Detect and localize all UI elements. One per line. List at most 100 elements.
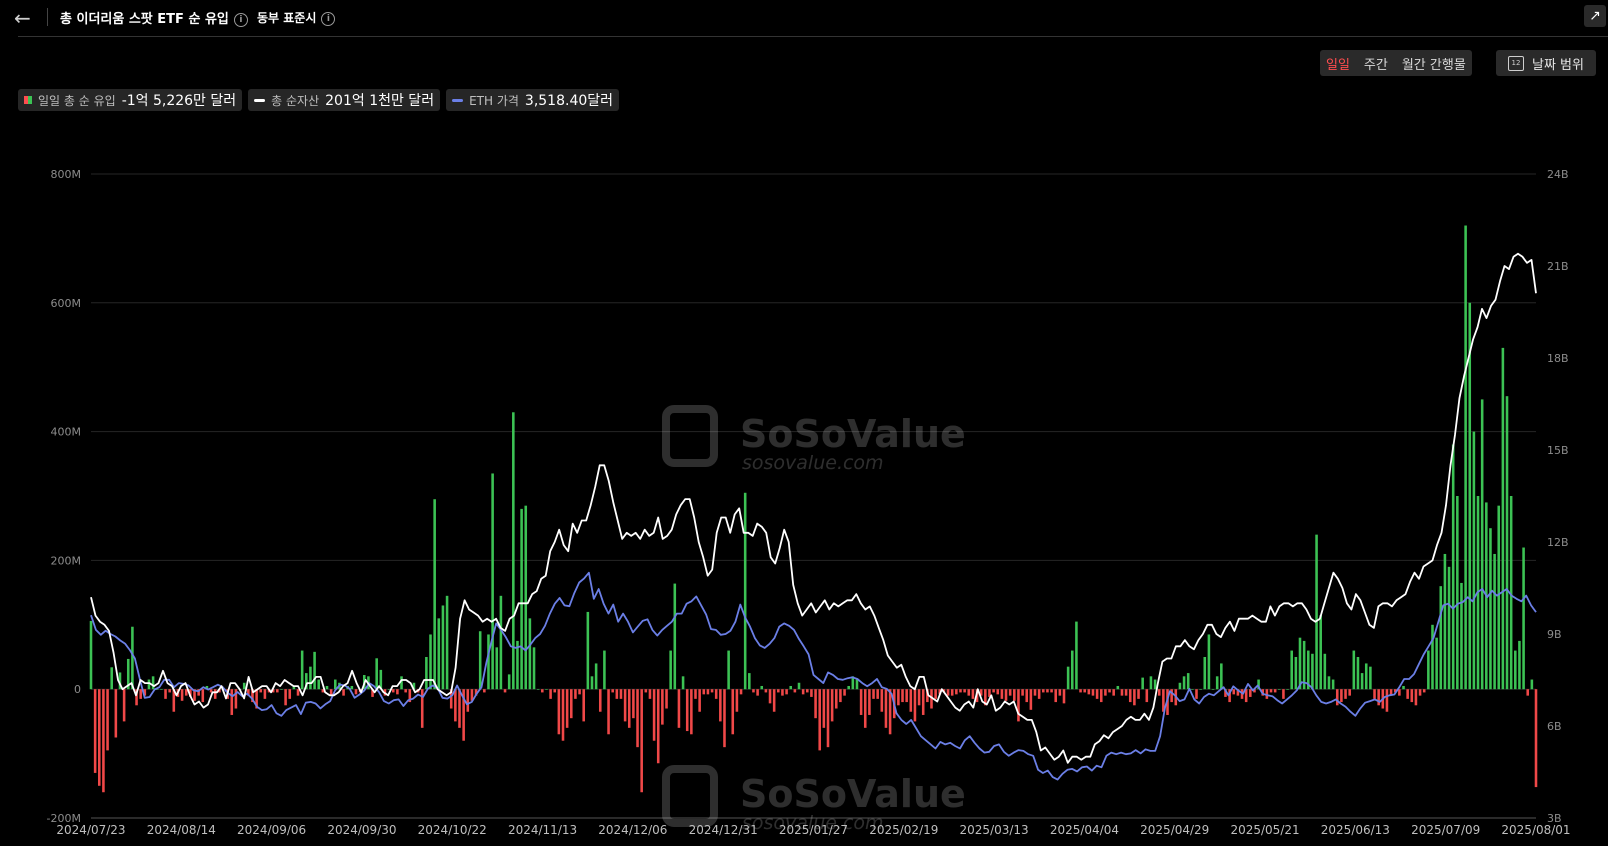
axis-labels: 800M 600M 400M 200M 0 -200M 24B 21B 18B 15B 12B 9B 6… (47, 168, 1571, 837)
legend-item-daily-inflow[interactable]: 일일 총 순 유입 -1억 5,226만 달러 (18, 89, 243, 111)
right-axis-tick: 12B (1547, 536, 1569, 549)
inflow-bar (988, 689, 991, 697)
inflow-bar (1518, 640, 1521, 690)
inflow-bar (164, 689, 167, 699)
inflow-bar (1191, 689, 1194, 690)
inflow-bar (632, 689, 635, 719)
inflow-bar (118, 672, 122, 690)
inflow-bar (1004, 689, 1008, 701)
inflow-bar (1211, 689, 1215, 690)
period-monthly-button[interactable]: 월간 간행물 (1401, 57, 1466, 73)
inflow-bar (921, 689, 925, 715)
inflow-bar (499, 595, 503, 690)
inflow-bar (1162, 689, 1165, 712)
inflow-bar (1335, 689, 1339, 706)
left-axis-tick: 800M (51, 168, 82, 181)
inflow-bar (541, 689, 544, 693)
inflow-bar (644, 689, 648, 693)
inflow-bar (391, 689, 395, 693)
inflow-bar (474, 689, 478, 696)
inflow-bar (1530, 679, 1534, 690)
inflow-bar (143, 689, 147, 696)
inflow-bar (1315, 534, 1318, 690)
inflow-bar (706, 689, 710, 695)
inflow-bar (1099, 689, 1103, 703)
inflow-bar (793, 689, 797, 693)
inflow-bar (1215, 676, 1219, 690)
x-axis-tick: 2025/06/13 (1321, 823, 1390, 837)
legend-value: 3,518.40달러 (524, 93, 614, 109)
inflow-bar (454, 689, 457, 722)
inflow-bar (764, 689, 768, 693)
inflow-bar (412, 682, 416, 690)
back-arrow-icon[interactable]: ← (14, 6, 31, 30)
inflow-bar (230, 689, 234, 715)
divider (47, 8, 48, 26)
inflow-bar (1298, 637, 1302, 690)
inflow-bar (135, 689, 138, 706)
inflow-bar (549, 689, 552, 699)
inflow-bar (818, 689, 821, 751)
inflow-bar (623, 689, 627, 722)
inflow-bar (147, 679, 151, 690)
inflow-bar (1497, 505, 1501, 690)
x-axis-tick: 2025/07/09 (1411, 823, 1480, 837)
inflow-bar (830, 689, 834, 722)
inflow-bar (1522, 547, 1525, 690)
inflow-bar (1133, 689, 1136, 706)
inflow-bar (1062, 689, 1066, 704)
inflow-bar (731, 689, 735, 735)
inflow-bar (89, 620, 93, 690)
inflow-bar (1083, 689, 1086, 693)
inflow-bar (681, 676, 685, 690)
inflow-bar (1344, 689, 1347, 699)
info-icon[interactable]: i (233, 13, 248, 27)
x-axis-tick: 2025/01/27 (779, 823, 848, 837)
inflow-bar (826, 689, 830, 748)
inflow-bar (114, 689, 118, 738)
legend-item-eth-price[interactable]: ETH 가격 3,518.40달러 (446, 89, 620, 111)
inflow-bar (276, 689, 279, 693)
inflow-bar (702, 689, 706, 695)
top-bar: ← 총 이더리움 스팟 ETF 순 유입 i 동부 표준시 i ↗ (0, 0, 1608, 36)
inflow-bar (1087, 689, 1091, 695)
inflow-bar (1373, 689, 1376, 699)
inflow-bar (478, 631, 482, 690)
inflow-bar (1323, 653, 1327, 690)
inflow-bar (582, 689, 585, 722)
inflow-bar (843, 689, 846, 696)
inflow-bar (863, 689, 867, 728)
inflow-bar (483, 689, 486, 693)
inflow-bar (677, 689, 681, 728)
share-icon[interactable]: ↗ (1584, 5, 1606, 27)
x-axis-tick: 2024/08/14 (147, 823, 216, 837)
inflow-bar (1352, 650, 1356, 690)
inflow-bar (160, 689, 163, 690)
inflow-bar (760, 685, 764, 690)
period-daily-button[interactable]: 일일 (1326, 57, 1350, 73)
info-icon[interactable]: i (321, 12, 336, 26)
inflow-bar (1389, 689, 1393, 696)
inflow-bar (1033, 689, 1037, 696)
watermark-site: sosovalue.com (742, 452, 884, 474)
inflow-bar (669, 650, 672, 690)
period-weekly-button[interactable]: 주간 (1363, 57, 1388, 73)
inflow-bar (524, 505, 528, 690)
inflow-bar (1340, 689, 1343, 703)
inflow-bar (1025, 689, 1029, 703)
inflow-bar (1393, 689, 1397, 693)
inflow-bar (263, 689, 267, 699)
inflow-bar (930, 689, 933, 709)
inflow-bar (615, 689, 619, 699)
inflow-bar (1066, 666, 1070, 690)
legend-item-net-assets[interactable]: 총 순자산 201억 1천만 달러 (248, 89, 441, 111)
inflow-bar (1319, 615, 1322, 690)
date-range-button[interactable]: 12 날짜 범위 (1496, 50, 1596, 76)
right-axis-tick: 24B (1547, 168, 1569, 181)
series-lines (90, 252, 1537, 781)
watermark-brand: SoSoValue (740, 772, 966, 816)
inflow-bar (1149, 676, 1153, 690)
inflow-bar (789, 685, 793, 690)
inflow-bar (901, 689, 904, 703)
